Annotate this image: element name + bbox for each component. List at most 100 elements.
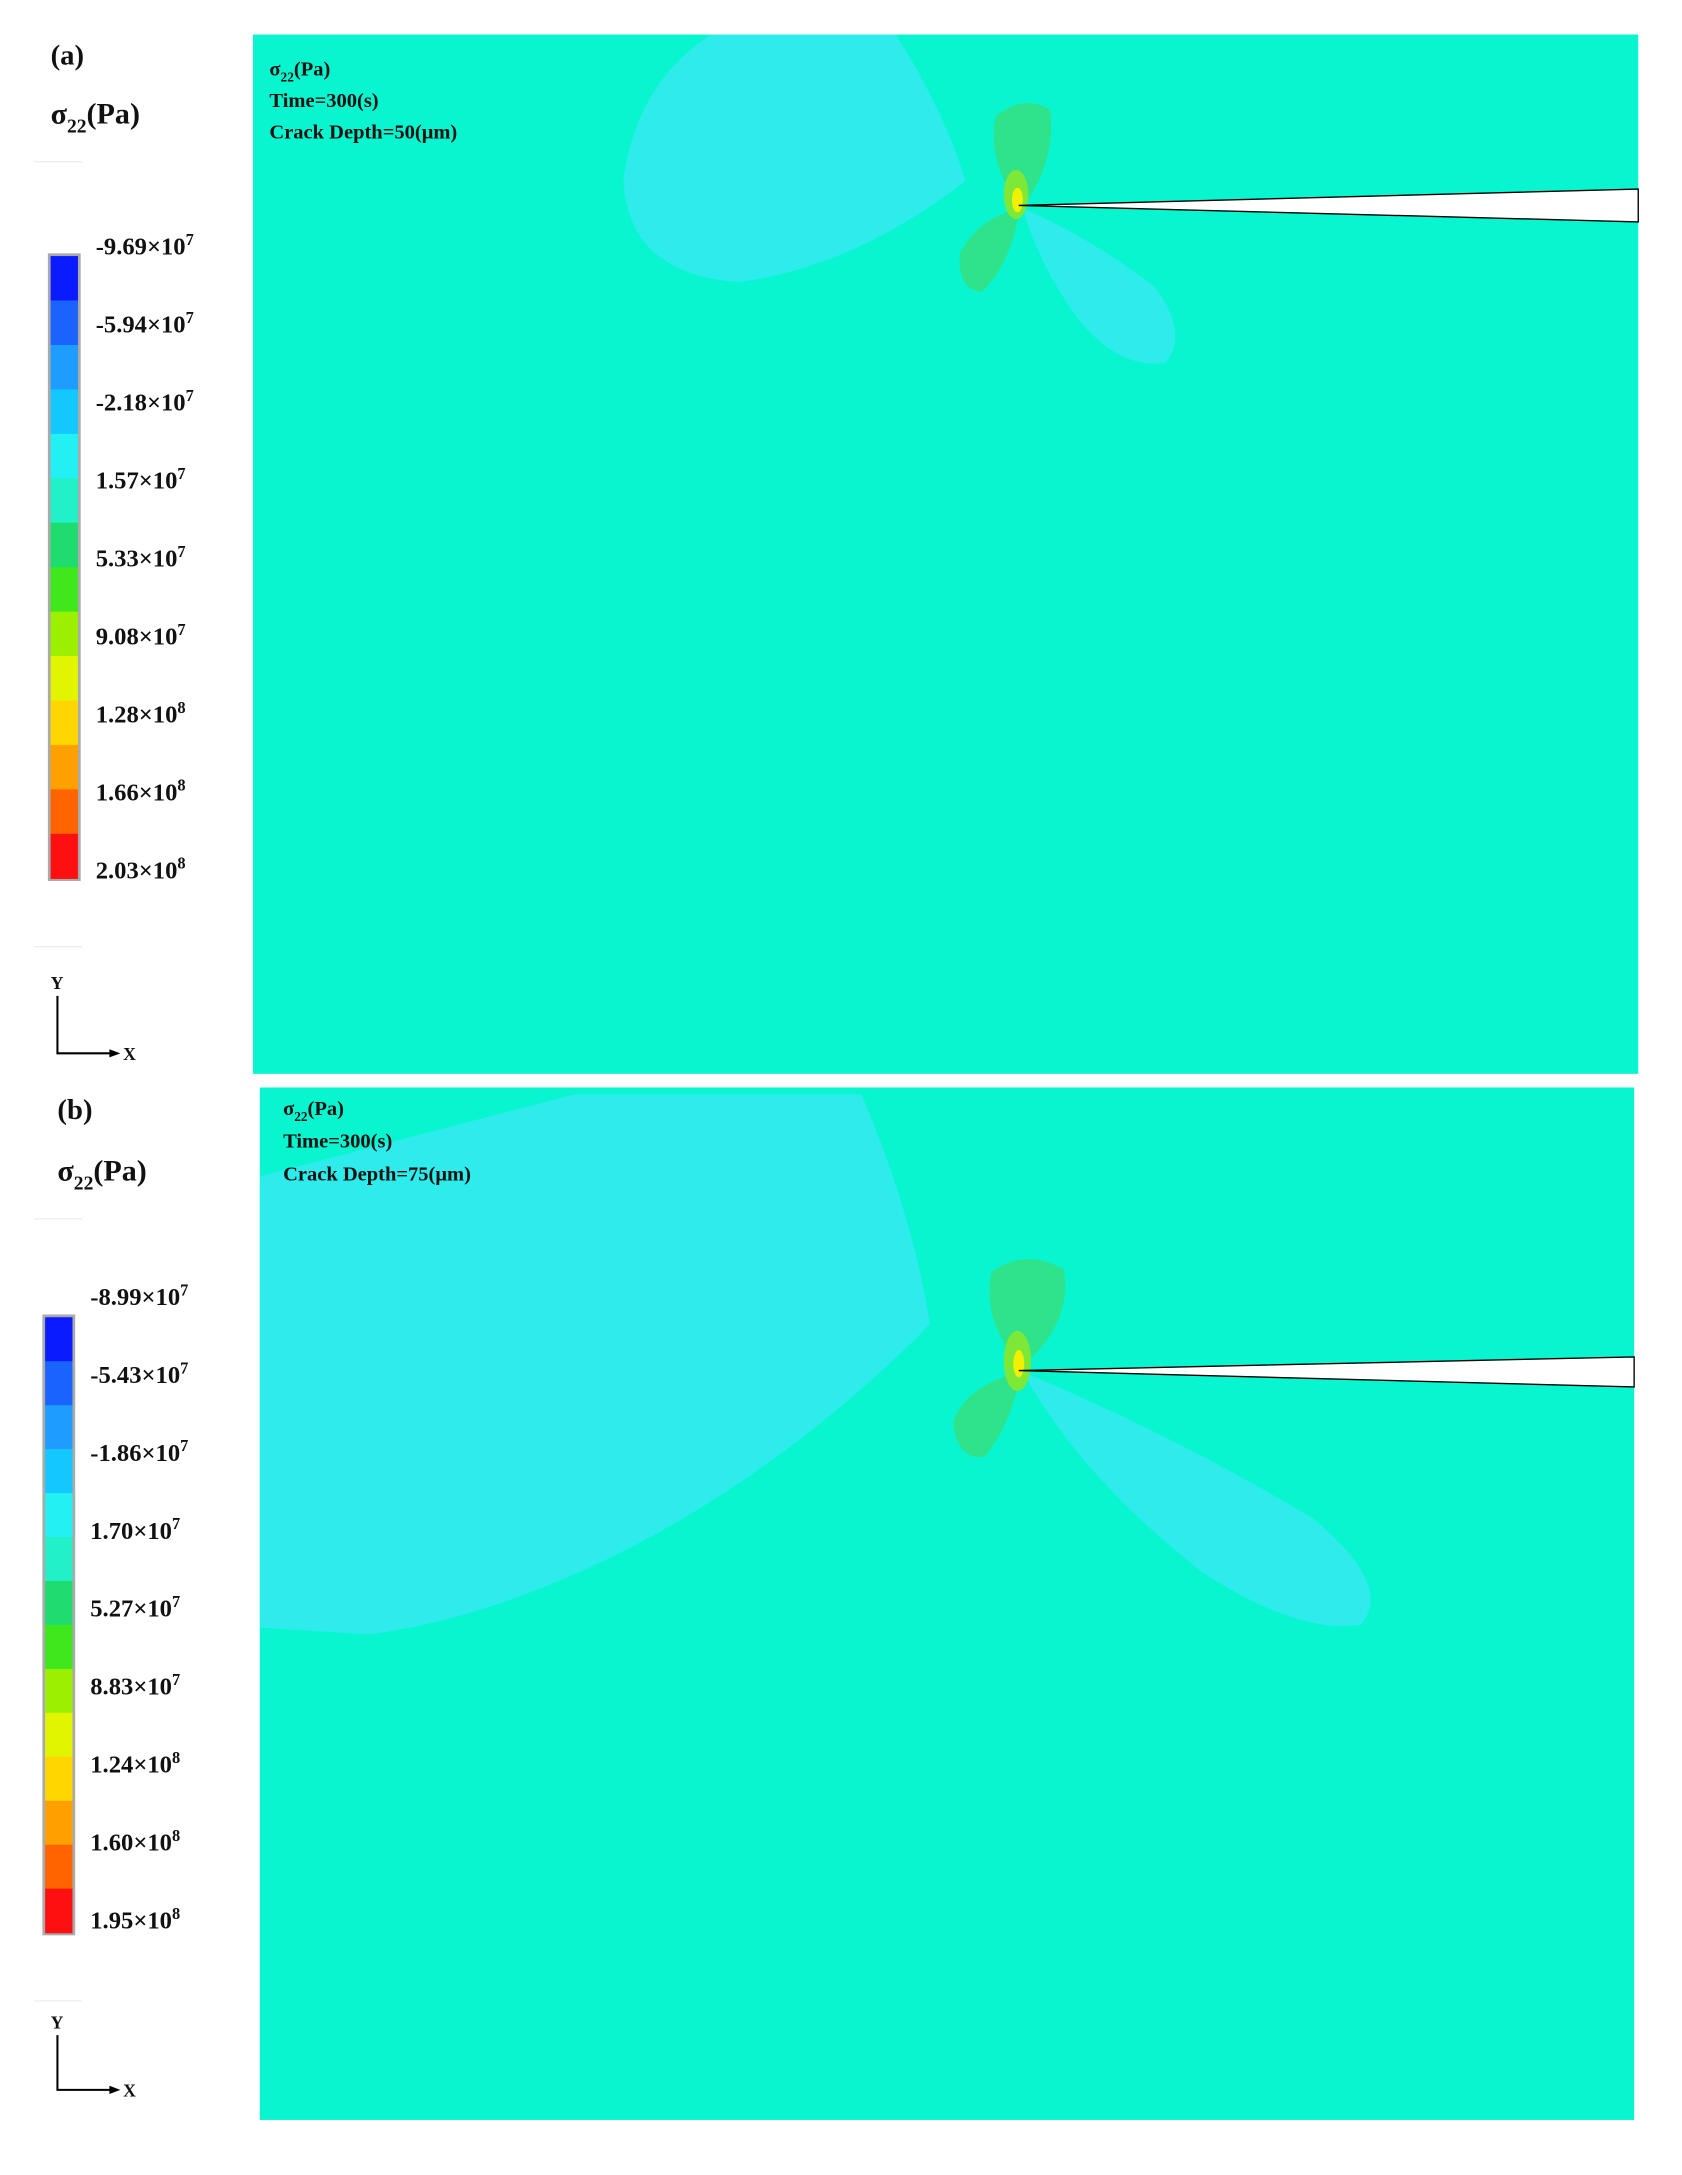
axis-x-label: X [123,1044,136,1064]
colorbar-segment [45,1712,73,1758]
exponent: 7 [177,542,185,561]
colorbar-segment [45,1493,73,1538]
mantissa: 1.70×10 [90,1518,172,1545]
axis-arrow [109,1049,121,1058]
colorbar-segment [50,256,78,302]
legend-panel: (a)σ22(Pa)-9.69×107-5.94×107-2.18×1071.5… [34,40,457,1064]
mantissa: 8.83×10 [90,1674,172,1701]
exponent: 8 [172,1748,180,1767]
exponent: 7 [180,1358,188,1377]
legend-label: 2.03×108 [96,854,186,885]
mantissa: 1.95×10 [90,1908,172,1935]
legend-label: -1.86×107 [90,1436,188,1467]
symbol: σ [57,1153,74,1187]
legend-label: 1.70×107 [90,1514,180,1545]
exponent: 7 [180,1436,188,1455]
exponent: 7 [186,386,194,405]
colorbar-segment [50,611,78,657]
colorbar-segment [45,1624,73,1670]
unit: (Pa) [308,1098,344,1120]
symbol: σ [283,1098,295,1120]
unit: (Pa) [87,96,140,130]
annotation-depth: Crack Depth=75(μm) [283,1163,471,1185]
exponent: 8 [177,776,185,795]
colorbar-segment [50,300,78,346]
colorbar-segment [50,700,78,746]
compression-lobe [1022,208,1176,364]
crack [1018,188,1639,223]
symbol: σ [269,59,281,81]
colorbar-segment [45,1317,73,1362]
tension-lobe [953,1373,1019,1458]
quantity-label: σ22(Pa) [269,59,330,85]
mantissa: 1.24×10 [90,1752,172,1779]
exponent: 8 [172,1826,180,1845]
colorbar-segment [50,656,78,702]
colorbar-segment [50,567,78,613]
mantissa: -2.18×10 [96,390,186,417]
stress-peak [1013,1350,1025,1378]
subscript: 22 [294,1109,308,1124]
colorbar-segment [50,389,78,435]
legend-label: -5.43×107 [90,1358,188,1389]
legend-label: 9.08×107 [96,620,186,651]
compression-lobe [623,34,966,283]
compression-lobe [259,1094,930,1635]
legend-label: 8.83×107 [90,1670,180,1701]
colorbar-segment [50,744,78,791]
unit: (Pa) [93,1153,146,1187]
exponent: 8 [172,1904,180,1923]
mantissa: -5.94×10 [96,312,186,339]
stress-peak [1011,187,1023,213]
colorbar-segment [50,833,78,879]
axis-triad [56,995,115,1055]
colorbar-segment [50,789,78,835]
mantissa: 1.28×10 [96,701,178,728]
exponent: 7 [186,230,194,249]
colorbar-segment [45,1844,73,1890]
legend-label: 1.57×107 [96,464,186,495]
colorbar-segment [45,1537,73,1582]
contour-plot-b [259,1087,1635,2120]
legend-label: 1.95×108 [90,1904,180,1935]
exponent: 7 [172,1514,180,1533]
colorbar-segment [50,344,78,391]
legend-label: -5.94×107 [96,308,194,339]
mantissa: -8.99×10 [90,1284,180,1311]
annotation-depth: Crack Depth=50(μm) [269,121,457,143]
mantissa: 2.03×10 [96,857,178,884]
exponent: 7 [186,308,194,327]
mantissa: -5.43×10 [90,1362,180,1389]
exponent: 7 [177,620,185,639]
exponent: 7 [172,1592,180,1611]
mantissa: 1.66×10 [96,779,178,806]
exponent: 7 [177,464,185,483]
legend-label: -9.69×107 [96,230,194,261]
legend-label: 1.24×108 [90,1748,180,1779]
colorbar-segment [45,1668,73,1714]
annotation-time: Time=300(s) [269,90,378,112]
tension-lobe [989,1259,1066,1364]
colorbar-segment [45,1800,73,1846]
panel-label: (a) [51,40,84,72]
mantissa: 5.27×10 [90,1596,172,1623]
axis-x-label: X [123,2081,136,2101]
legend-panel: (b)σ22(Pa)-8.99×107-5.43×107-1.86×1071.7… [34,1094,471,2101]
legend-label: 5.33×107 [96,542,186,573]
mantissa: 5.33×10 [96,545,178,572]
subscript: 22 [281,70,295,85]
colorbar-segment [45,1405,73,1450]
legend-label: -8.99×107 [90,1280,188,1311]
mantissa: 9.08×10 [96,623,178,650]
annotation-time: Time=300(s) [283,1131,392,1153]
legend-label: 1.28×108 [96,698,186,729]
subscript: 22 [67,116,87,137]
colorbar-segment [45,1449,73,1494]
quantity-label: σ22(Pa) [51,96,140,137]
crack [1018,1356,1635,1388]
axis-y-label: Y [51,2012,64,2032]
exponent: 8 [177,698,185,717]
colorbar-segment [45,1361,73,1406]
